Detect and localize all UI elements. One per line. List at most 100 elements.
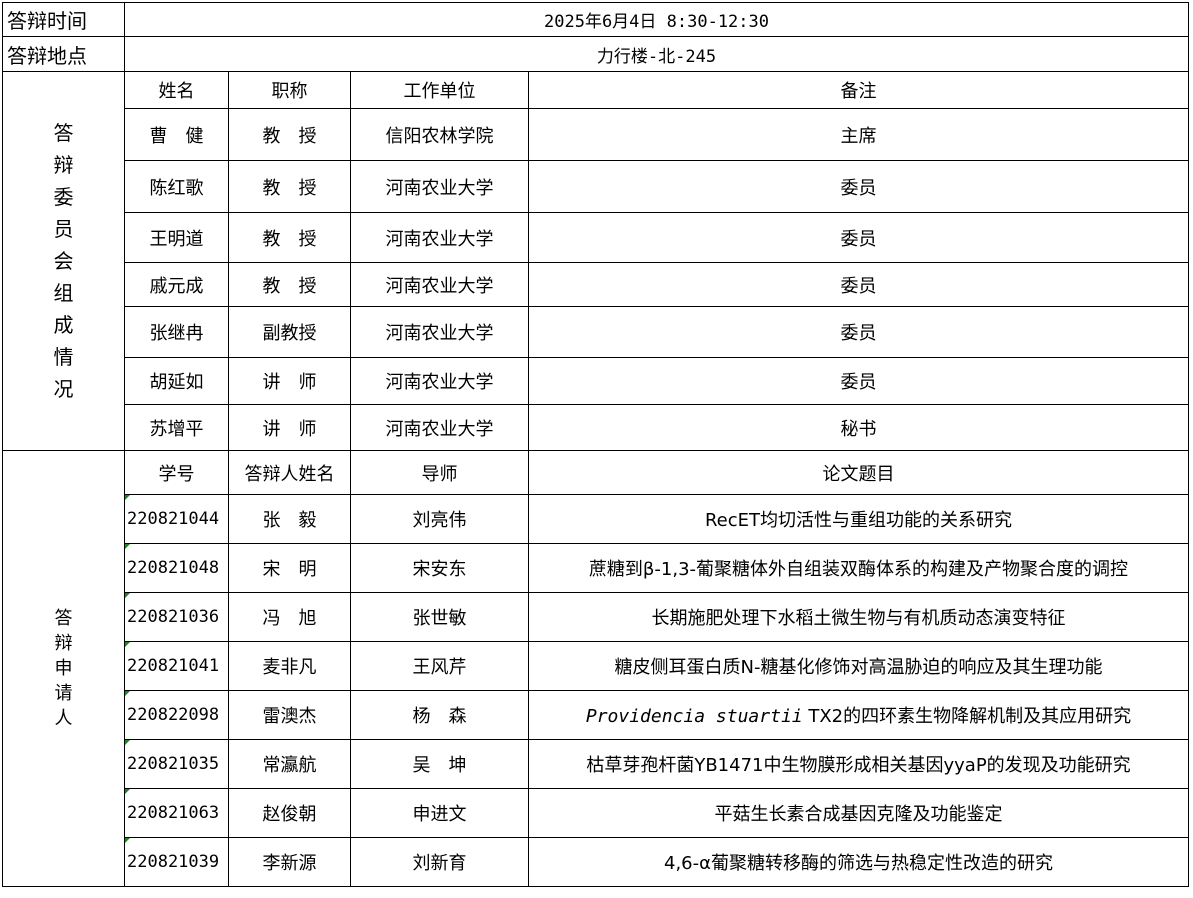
- table-cell: 委员: [528, 212, 1189, 263]
- table-cell: 讲 师: [228, 404, 351, 451]
- table-cell: 刘亮伟: [350, 494, 529, 544]
- section-label-char: 申: [54, 658, 73, 679]
- table-cell: 委员: [528, 306, 1189, 358]
- section-label-char: 请: [54, 683, 73, 704]
- section-label-char: 成: [53, 313, 74, 337]
- table-cell: 吴 坤: [350, 739, 529, 789]
- place-value: 力行楼-北-245: [124, 36, 1189, 72]
- table-cell: 王风芹: [350, 641, 529, 691]
- table-cell: 河南农业大学: [350, 262, 529, 307]
- table-cell: 教 授: [228, 262, 351, 307]
- column-header: 导师: [350, 450, 529, 495]
- column-header: 姓名: [124, 71, 229, 109]
- table-cell: 糖皮侧耳蛋白质N-糖基化修饰对高温胁迫的响应及其生理功能: [528, 641, 1189, 691]
- table-cell: 麦非凡: [228, 641, 351, 691]
- section-label-char: 辩: [54, 633, 73, 654]
- table-cell: 杨 森: [350, 690, 529, 740]
- table-cell: 宋 明: [228, 543, 351, 593]
- table-row: 曹 健教 授信阳农林学院 主席: [3, 108, 1189, 161]
- table-cell: 河南农业大学: [350, 160, 529, 213]
- table-row: 苏增平讲 师河南农业大学 秘书: [3, 404, 1189, 451]
- table-cell: 220821048: [124, 543, 229, 593]
- applicants-section-label: 答辩申请人: [2, 450, 125, 887]
- table-row: 220821039 李新源 刘新育 4,6-α葡聚糖转移酶的筛选与热稳定性改造的研究: [3, 837, 1189, 887]
- table-cell: 刘新育: [350, 837, 529, 887]
- table-row: 220821048 宋 明宋安东 蔗糖到β-1,3-葡聚糖体外自组装双酶体系的构建及…: [3, 543, 1189, 593]
- table-row: 220821036 冯 旭张世敏 长期施肥处理下水稻土微生物与有机质动态演变特征: [3, 592, 1189, 642]
- table-cell: 曹 健: [124, 108, 229, 161]
- table-row: 戚元成教 授河南农业大学 委员: [3, 262, 1189, 307]
- table-cell: 蔗糖到β-1,3-葡聚糖体外自组装双酶体系的构建及产物聚合度的调控: [528, 543, 1189, 593]
- table-cell: 220821063: [124, 788, 229, 838]
- time-value: 2025年6月4日 8:30-12:30: [124, 2, 1189, 37]
- table-row: 陈红歌教 授河南农业大学 委员: [3, 160, 1189, 213]
- table-cell: 秘书: [528, 404, 1189, 451]
- column-header: 答辩人姓名: [228, 450, 351, 495]
- table-cell: 220821036: [124, 592, 229, 642]
- section-label-char: 答: [53, 121, 74, 145]
- table-cell: 枯草芽孢杆菌YB1471中生物膜形成相关基因yyaP的发现及功能研究: [528, 739, 1189, 789]
- table-cell: 河南农业大学: [350, 357, 529, 405]
- section-label-char: 会: [53, 249, 74, 273]
- table-cell: 220821041: [124, 641, 229, 691]
- section-label-char: 人: [54, 708, 73, 729]
- table-row: 220821035 常瀛航吴 坤枯草芽孢杆菌YB1471中生物膜形成相关基因yya…: [3, 739, 1189, 789]
- table-cell: 教 授: [228, 212, 351, 263]
- table-cell: 冯 旭: [228, 592, 351, 642]
- section-label-char: 委: [53, 185, 74, 209]
- table-cell: 戚元成: [124, 262, 229, 307]
- table-cell: 胡延如: [124, 357, 229, 405]
- column-header: 学号: [124, 450, 229, 495]
- table-cell: 申进文: [350, 788, 529, 838]
- column-header: 工作单位: [350, 71, 529, 109]
- table-cell: RecET均切活性与重组功能的关系研究: [528, 494, 1189, 544]
- table-row: 胡延如讲 师河南农业大学 委员: [3, 357, 1189, 405]
- table-cell: 委员: [528, 262, 1189, 307]
- time-label: 答辩时间: [2, 2, 125, 37]
- table-row: 220821063 赵俊朝 申进文 平菇生长素合成基因克隆及功能鉴定: [3, 788, 1189, 838]
- table-cell: 教 授: [228, 108, 351, 161]
- table-row: 220821044 张 毅刘亮伟 RecET均切活性与重组功能的关系研究: [3, 494, 1189, 544]
- table-cell: 委员: [528, 160, 1189, 213]
- column-header: 职称: [228, 71, 351, 109]
- table-cell: 副教授: [228, 306, 351, 358]
- applicants-header-row: 答辩申请人学号 答辩人姓名 导师 论文题目: [2, 450, 1189, 887]
- table-cell: 主席: [528, 108, 1189, 161]
- table-cell: 220821044: [124, 494, 229, 544]
- column-header: 论文题目: [528, 450, 1189, 495]
- section-label-char: 况: [53, 377, 74, 401]
- table-cell: 长期施肥处理下水稻土微生物与有机质动态演变特征: [528, 592, 1189, 642]
- species-name: Providencia stuartii: [585, 706, 803, 727]
- table-cell: 陈红歌: [124, 160, 229, 213]
- committee-section-label: 答辩委员会组成情况: [2, 71, 125, 451]
- place-label: 答辩地点: [2, 36, 125, 72]
- table-cell: 张继冉: [124, 306, 229, 358]
- table-cell: 张 毅: [228, 494, 351, 544]
- table-cell: 雷澳杰: [228, 690, 351, 740]
- table-row: 220822098 雷澳杰杨 森 Providencia stuartii TX2的…: [3, 690, 1189, 740]
- column-header: 备注: [528, 71, 1189, 109]
- table-cell: 赵俊朝: [228, 788, 351, 838]
- table-cell: 信阳农林学院: [350, 108, 529, 161]
- table-cell: 河南农业大学: [350, 306, 529, 358]
- section-label-char: 员: [53, 217, 74, 241]
- table-cell: 宋安东: [350, 543, 529, 593]
- table-cell: 委员: [528, 357, 1189, 405]
- table-row: 王明道教 授河南农业大学 委员: [3, 212, 1189, 263]
- table-cell: 220821039: [124, 837, 229, 887]
- table-row: 220821041 麦非凡 王风芹 糖皮侧耳蛋白质N-糖基化修饰对高温胁迫的响应及其生…: [3, 641, 1189, 691]
- table-row: 张继冉 副教授 河南农业大学 委员: [3, 306, 1189, 358]
- table-cell: 李新源: [228, 837, 351, 887]
- section-label-char: 组: [53, 281, 74, 305]
- table-cell: 220821035: [124, 739, 229, 789]
- table-cell: 220822098: [124, 690, 229, 740]
- table-cell: 讲 师: [228, 357, 351, 405]
- table-cell: 4,6-α葡聚糖转移酶的筛选与热稳定性改造的研究: [528, 837, 1189, 887]
- table-cell: Providencia stuartii TX2的四环素生物降解机制及其应用研究: [528, 690, 1189, 740]
- table-cell: 河南农业大学: [350, 404, 529, 451]
- table-cell: 常瀛航: [228, 739, 351, 789]
- table-cell: 张世敏: [350, 592, 529, 642]
- table-cell: 平菇生长素合成基因克隆及功能鉴定: [528, 788, 1189, 838]
- table-cell: 苏增平: [124, 404, 229, 451]
